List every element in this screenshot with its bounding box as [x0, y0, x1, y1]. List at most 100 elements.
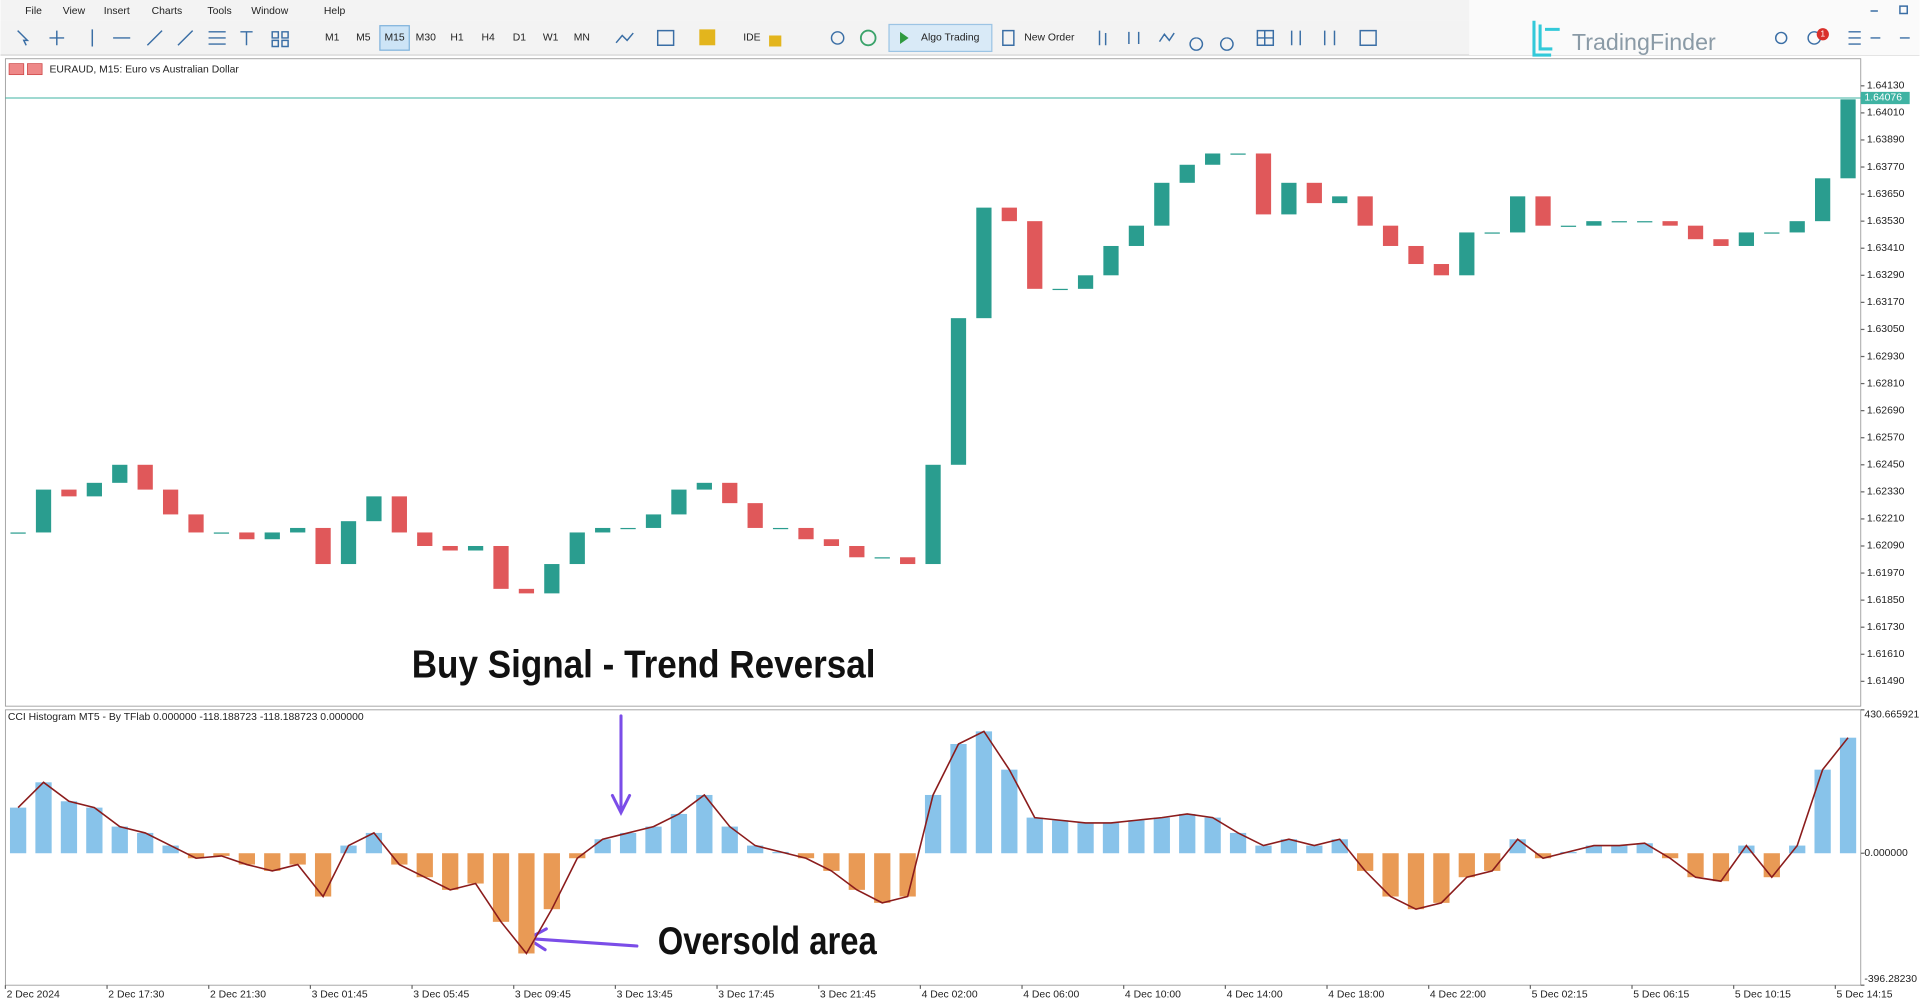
- histogram-bar: [518, 853, 535, 954]
- timeframe-button[interactable]: M1: [325, 33, 340, 44]
- candle: [798, 527, 814, 540]
- candle: [1764, 232, 1780, 234]
- menu-item[interactable]: File: [25, 6, 42, 17]
- histogram-bar: [1001, 769, 1018, 854]
- histogram-bar: [1407, 853, 1425, 910]
- new-order-button[interactable]: New Order: [1024, 33, 1075, 44]
- y-tick-label: 1.62090: [1867, 541, 1905, 552]
- x-tick-label: 4 Dec 02:00: [922, 990, 978, 1001]
- ide-button[interactable]: IDE: [743, 33, 760, 44]
- menu-item[interactable]: Help: [324, 6, 346, 17]
- candle: [340, 521, 357, 565]
- y-tick-label: 1.63890: [1867, 135, 1905, 146]
- histogram-bar: [874, 853, 891, 903]
- histogram-bar: [975, 731, 993, 854]
- histogram-bar: [1052, 820, 1069, 854]
- y-tick-label: 1.62210: [1867, 514, 1905, 525]
- menu-item[interactable]: Insert: [104, 6, 130, 17]
- histogram-bar: [950, 744, 967, 854]
- chart-title: EURAUD, M15: Euro vs Australian Dollar: [49, 65, 239, 76]
- histogram-bar: [1814, 769, 1831, 854]
- candle: [620, 527, 636, 530]
- histogram-bar: [416, 853, 433, 878]
- candle: [1001, 207, 1017, 222]
- y-tick-label: 430.665921: [1864, 709, 1919, 720]
- y-tick-label: 1.63770: [1867, 162, 1905, 173]
- histogram-bar: [1433, 853, 1450, 903]
- price-pane: [4, 58, 1862, 707]
- chart-tools[interactable]: [1002, 29, 1377, 51]
- candle: [1484, 232, 1500, 234]
- signal-icon[interactable]: [859, 29, 877, 47]
- histogram-bar: [1153, 817, 1170, 854]
- histogram-bar: [645, 826, 662, 854]
- algo-trading-label[interactable]: Algo Trading: [921, 33, 980, 44]
- draw-tools[interactable]: [17, 29, 289, 48]
- histogram-bar: [86, 807, 103, 854]
- y-tick-label: 1.61490: [1867, 676, 1905, 687]
- candle: [1433, 264, 1450, 276]
- menu-item[interactable]: Tools: [207, 6, 231, 17]
- menu-item[interactable]: Window: [251, 6, 288, 17]
- candle: [264, 532, 280, 540]
- badge-bg: [1816, 28, 1829, 41]
- candle: [366, 496, 382, 522]
- cci-line: [17, 730, 1849, 955]
- histogram-bar: [1255, 845, 1272, 854]
- cloud-icon[interactable]: [830, 31, 845, 45]
- y-tick-label: 1.64130: [1867, 81, 1905, 92]
- candle: [1789, 221, 1805, 233]
- coin-icon[interactable]: [699, 29, 716, 46]
- histogram-bar: [1712, 853, 1730, 882]
- candle: [722, 482, 738, 504]
- histogram-bar: [924, 794, 942, 854]
- candle: [417, 532, 433, 546]
- histogram-bar: [1229, 832, 1247, 854]
- chart-type[interactable]: [615, 29, 675, 47]
- x-tick-label: 2 Dec 17:30: [108, 990, 164, 1001]
- window-controls[interactable]: [1848, 5, 1910, 45]
- search-icon[interactable]: [1774, 31, 1788, 45]
- histogram-bar: [1026, 817, 1043, 854]
- candle: [213, 532, 230, 534]
- y-tick-label: 1.63290: [1867, 270, 1905, 281]
- histogram-bar: [9, 807, 27, 854]
- candle: [1510, 196, 1526, 233]
- timeframe-button[interactable]: H1: [450, 33, 464, 44]
- histogram-bar: [314, 853, 332, 897]
- histogram-bar: [289, 853, 306, 865]
- timeframe-button[interactable]: M30: [416, 33, 436, 44]
- menu-item[interactable]: Charts: [152, 6, 183, 17]
- menu-item[interactable]: View: [63, 6, 86, 17]
- timeframe-button[interactable]: W1: [543, 33, 559, 44]
- histogram-bar: [1306, 845, 1323, 854]
- histogram-bar: [670, 813, 688, 854]
- histogram-bar: [1534, 853, 1552, 859]
- y-tick-label: 1.64010: [1867, 108, 1905, 119]
- timeframe-button[interactable]: M15: [384, 33, 404, 44]
- play-icon: [900, 31, 909, 45]
- candle: [1332, 196, 1348, 204]
- candle: [137, 464, 153, 490]
- candle: [1637, 221, 1653, 223]
- timeframe-button[interactable]: MN: [574, 33, 590, 44]
- m15-active[interactable]: [379, 25, 410, 51]
- timeframe-button[interactable]: M5: [356, 33, 371, 44]
- lock-icon[interactable]: [769, 35, 782, 47]
- timeframe-button[interactable]: D1: [513, 33, 527, 44]
- x-tick-label: 4 Dec 06:00: [1023, 990, 1079, 1001]
- histogram-bar: [162, 845, 179, 854]
- timeframe-button[interactable]: H4: [482, 33, 496, 44]
- candle: [1687, 225, 1704, 240]
- candle: [1382, 225, 1399, 246]
- y-tick-label: 1.63650: [1867, 189, 1905, 200]
- histogram-bar: [391, 853, 408, 865]
- x-tick-label: 4 Dec 22:00: [1430, 990, 1486, 1001]
- badge-count: 1: [1820, 29, 1825, 39]
- histogram-bar: [187, 853, 205, 859]
- histogram-bar: [340, 845, 357, 854]
- histogram-bar: [1687, 853, 1704, 878]
- y-tick-label: 0.000000: [1864, 848, 1908, 859]
- histogram-bar: [747, 845, 764, 854]
